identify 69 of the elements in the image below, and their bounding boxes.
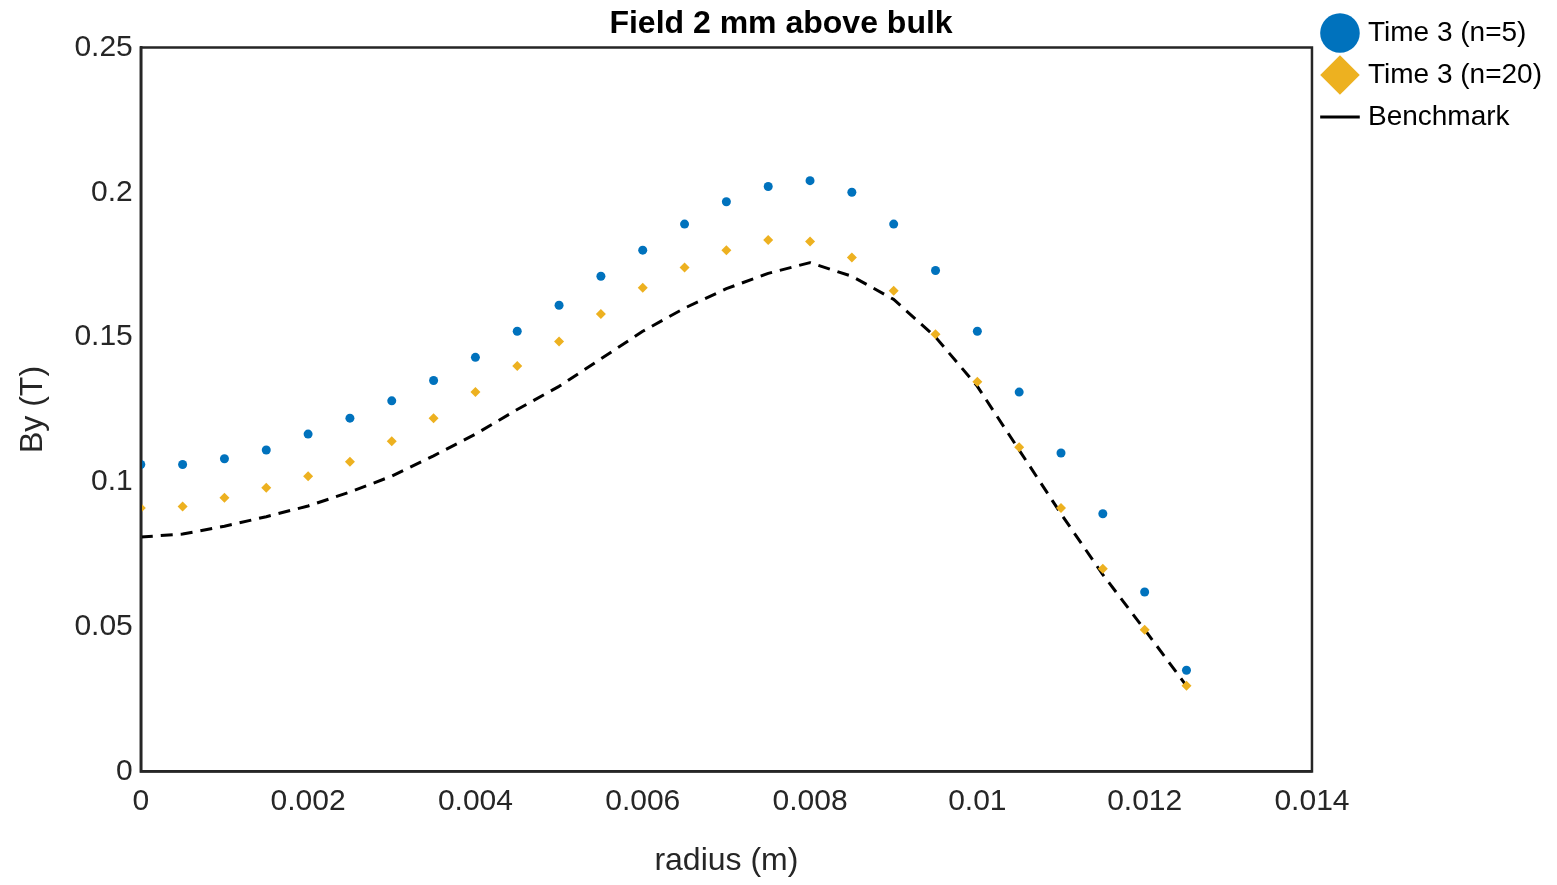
y-axis-title: By (T)	[13, 365, 50, 454]
point	[261, 482, 272, 493]
point	[1056, 502, 1066, 513]
point	[972, 376, 983, 387]
point	[721, 245, 732, 256]
x-tick-label: 0.006	[605, 782, 681, 816]
point	[805, 236, 816, 247]
point	[889, 219, 899, 229]
point	[972, 326, 982, 336]
point	[1181, 680, 1192, 691]
point	[303, 429, 313, 439]
point	[386, 436, 397, 447]
y-tick-label: 0	[116, 752, 133, 786]
point	[847, 187, 857, 197]
x-tick-label: 0.002	[270, 782, 346, 816]
point	[512, 326, 522, 336]
point	[931, 265, 941, 275]
point	[219, 454, 229, 464]
point	[846, 252, 857, 263]
legend-label: Time 3 (n=20)	[1367, 57, 1542, 89]
point	[805, 176, 815, 186]
point	[303, 471, 314, 482]
y-tick-label: 0.2	[91, 173, 133, 207]
point	[1014, 387, 1024, 397]
y-tick-label: 0.05	[74, 608, 133, 642]
point	[596, 271, 606, 281]
point	[219, 492, 230, 503]
y-tick-label: 0.1	[91, 463, 133, 497]
y-tick-label: 0.25	[74, 28, 133, 62]
point	[387, 396, 397, 406]
point	[177, 501, 188, 512]
x-tick-label: 0.014	[1274, 782, 1350, 816]
point	[763, 181, 773, 191]
point	[470, 387, 481, 398]
point	[638, 245, 648, 255]
point	[930, 329, 941, 340]
point	[178, 460, 188, 470]
point	[1014, 442, 1025, 453]
point	[429, 376, 439, 386]
point	[1140, 587, 1150, 597]
x-tick-label: 0.008	[772, 782, 848, 816]
point	[595, 308, 606, 319]
point	[470, 352, 480, 362]
point	[1139, 624, 1150, 635]
point	[554, 300, 564, 310]
x-axis-title: radius (m)	[654, 840, 799, 877]
x-tick-label: 0.012	[1107, 782, 1183, 816]
point	[345, 413, 355, 423]
chart-title: Field 2 mm above bulk	[609, 4, 953, 41]
point	[344, 456, 355, 467]
point	[512, 361, 523, 372]
point	[428, 413, 439, 424]
x-tick-label: 0.01	[948, 782, 1007, 816]
point	[1056, 448, 1066, 458]
point	[554, 336, 565, 347]
point	[261, 445, 271, 455]
point	[721, 197, 731, 207]
point	[637, 282, 648, 293]
legend-label: Time 3 (n=5)	[1367, 15, 1527, 47]
point	[1098, 509, 1108, 519]
y-tick-label: 0.15	[74, 318, 133, 352]
legend-label: Benchmark	[1367, 99, 1511, 131]
point	[679, 262, 690, 273]
point	[763, 235, 774, 246]
point	[1097, 563, 1108, 574]
point	[1181, 665, 1191, 675]
x-tick-label: 0.004	[437, 782, 513, 816]
point	[888, 285, 899, 296]
point	[680, 219, 690, 229]
